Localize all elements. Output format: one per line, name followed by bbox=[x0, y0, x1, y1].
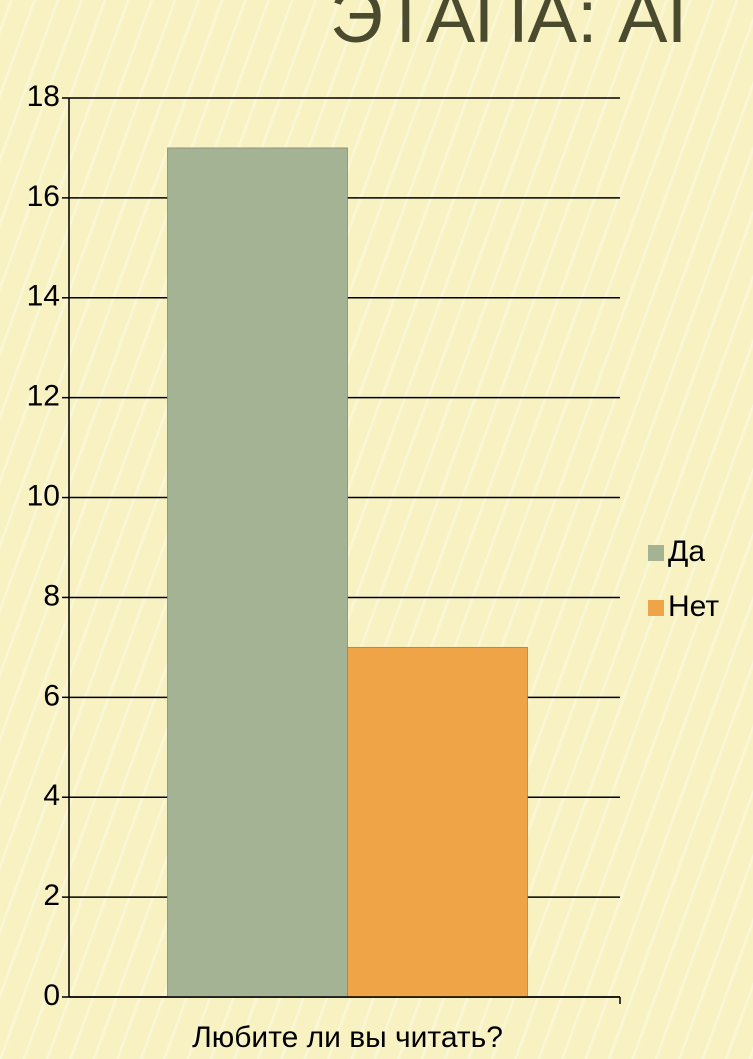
y-tick-label: 14 bbox=[27, 280, 60, 313]
chart-title: ЭТАПА: АГ bbox=[330, 0, 708, 58]
bar bbox=[347, 646, 528, 998]
y-tick-label: 4 bbox=[43, 779, 60, 812]
y-tick-label: 16 bbox=[27, 180, 60, 213]
y-tick-label: 6 bbox=[43, 679, 60, 712]
y-tick-label: 12 bbox=[27, 380, 60, 413]
y-tick-label: 8 bbox=[43, 579, 60, 612]
y-tick-label: 2 bbox=[43, 879, 60, 912]
y-tick-label: 10 bbox=[27, 479, 60, 512]
legend-label: Да bbox=[668, 535, 705, 568]
legend-swatch bbox=[648, 545, 664, 561]
legend-label: Нет bbox=[668, 590, 719, 623]
x-tick-label: Любите ли вы читать? bbox=[192, 1021, 503, 1054]
legend-swatch bbox=[648, 600, 664, 616]
bar bbox=[167, 147, 348, 998]
y-tick-label: 0 bbox=[43, 979, 60, 1012]
y-tick-label: 18 bbox=[27, 80, 60, 113]
